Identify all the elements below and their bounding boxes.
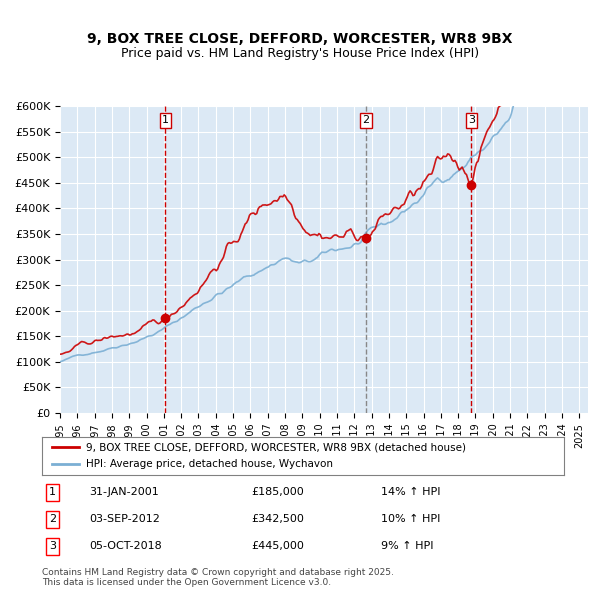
Text: Contains HM Land Registry data © Crown copyright and database right 2025.
This d: Contains HM Land Registry data © Crown c… bbox=[42, 568, 394, 587]
Text: £445,000: £445,000 bbox=[251, 542, 304, 552]
HPI: Average price, detached house, Wychavon: (2e+03, 1e+05): Average price, detached house, Wychavon:… bbox=[56, 358, 64, 365]
HPI: Average price, detached house, Wychavon: (2e+03, 1.28e+05): Average price, detached house, Wychavon:… bbox=[109, 344, 116, 351]
Text: 3: 3 bbox=[49, 542, 56, 552]
9, BOX TREE CLOSE, DEFFORD, WORCESTER, WR8 9BX (detached house) bbox=[418, 183, 425, 190]
Text: Price paid vs. HM Land Registry's House Price Index (HPI): Price paid vs. HM Land Registry's House … bbox=[121, 47, 479, 60]
Text: £185,000: £185,000 bbox=[251, 487, 304, 497]
HPI: Average price, detached house, Wychavon: (2.02e+03, 4.22e+05): Average price, detached house, Wychavon:… bbox=[418, 194, 425, 201]
Text: 3: 3 bbox=[468, 116, 475, 126]
9, BOX TREE CLOSE, DEFFORD, WORCESTER, WR8 9BX (detached house) bbox=[165, 314, 172, 322]
HPI: Average price, detached house, Wychavon: (2.02e+03, 4.6e+05): Average price, detached house, Wychavon:… bbox=[447, 174, 454, 181]
Text: 2: 2 bbox=[49, 514, 56, 525]
9, BOX TREE CLOSE, DEFFORD, WORCESTER, WR8 9BX (detached house) bbox=[146, 318, 153, 325]
Text: 03-SEP-2012: 03-SEP-2012 bbox=[89, 514, 160, 525]
HPI: Average price, detached house, Wychavon: (2.01e+03, 3.22e+05): Average price, detached house, Wychavon:… bbox=[341, 245, 349, 252]
9, BOX TREE CLOSE, DEFFORD, WORCESTER, WR8 9BX (detached house) bbox=[447, 153, 454, 160]
9, BOX TREE CLOSE, DEFFORD, WORCESTER, WR8 9BX (detached house) bbox=[341, 231, 349, 238]
Text: 05-OCT-2018: 05-OCT-2018 bbox=[89, 542, 162, 552]
HPI: Average price, detached house, Wychavon: (2e+03, 1.51e+05): Average price, detached house, Wychavon:… bbox=[146, 332, 153, 339]
HPI: Average price, detached house, Wychavon: (2e+03, 1.72e+05): Average price, detached house, Wychavon:… bbox=[165, 322, 172, 329]
Text: 2: 2 bbox=[362, 116, 370, 126]
9, BOX TREE CLOSE, DEFFORD, WORCESTER, WR8 9BX (detached house) bbox=[56, 350, 64, 358]
Text: HPI: Average price, detached house, Wychavon: HPI: Average price, detached house, Wych… bbox=[86, 459, 334, 469]
Text: 31-JAN-2001: 31-JAN-2001 bbox=[89, 487, 159, 497]
Text: 14% ↑ HPI: 14% ↑ HPI bbox=[382, 487, 441, 497]
Text: 10% ↑ HPI: 10% ↑ HPI bbox=[382, 514, 440, 525]
Text: 9, BOX TREE CLOSE, DEFFORD, WORCESTER, WR8 9BX (detached house): 9, BOX TREE CLOSE, DEFFORD, WORCESTER, W… bbox=[86, 442, 466, 453]
Text: 9, BOX TREE CLOSE, DEFFORD, WORCESTER, WR8 9BX: 9, BOX TREE CLOSE, DEFFORD, WORCESTER, W… bbox=[87, 32, 513, 47]
Text: £342,500: £342,500 bbox=[251, 514, 304, 525]
Line: 9, BOX TREE CLOSE, DEFFORD, WORCESTER, WR8 9BX (detached house): 9, BOX TREE CLOSE, DEFFORD, WORCESTER, W… bbox=[60, 0, 588, 354]
9, BOX TREE CLOSE, DEFFORD, WORCESTER, WR8 9BX (detached house) bbox=[109, 333, 116, 340]
Line: HPI: Average price, detached house, Wychavon: HPI: Average price, detached house, Wych… bbox=[60, 0, 588, 362]
Text: 1: 1 bbox=[162, 116, 169, 126]
Text: 9% ↑ HPI: 9% ↑ HPI bbox=[382, 542, 434, 552]
Text: 1: 1 bbox=[49, 487, 56, 497]
